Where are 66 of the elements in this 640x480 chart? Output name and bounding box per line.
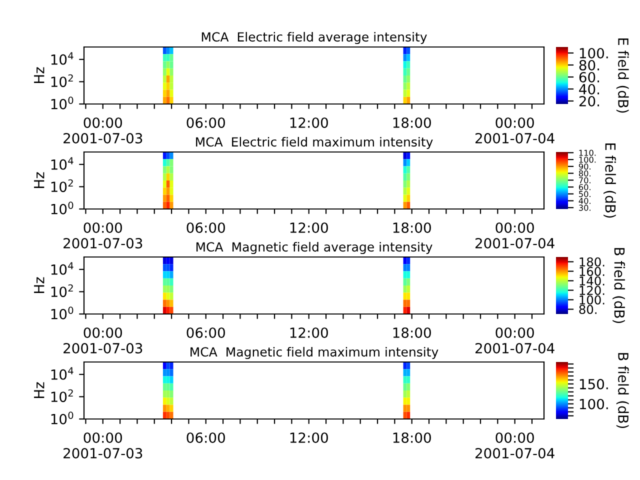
- y-tick-label: 10$^{2}$: [51, 179, 73, 192]
- chart-title: MCA Magnetic field average intensity: [196, 242, 432, 254]
- color-bar-label: 70.: [579, 177, 590, 184]
- chart-title: MCA Electric field average intensity: [202, 32, 427, 44]
- color-bar-title: B field (dB): [616, 353, 629, 428]
- x-tick-label: 12:00: [290, 432, 328, 443]
- x-tick-label: 12:00: [290, 327, 328, 338]
- x-tick-label: 12:00: [290, 117, 328, 128]
- x-tick-label: 06:00: [186, 117, 225, 128]
- x-tick-label: 00:00 2001-07-03: [64, 222, 142, 248]
- color-bar-label: 50.: [579, 190, 590, 198]
- x-tick-label: 12:00: [290, 222, 328, 233]
- y-tick-label: 10$^{2}$: [51, 284, 73, 298]
- chart-title: MCA Electric field maximum intensity: [196, 136, 433, 150]
- color-bar-label: 90.: [578, 163, 590, 170]
- y-tick-label: 10$^{0}$: [51, 202, 74, 214]
- y-tick-label: 10$^{0}$: [51, 306, 74, 320]
- x-tick-label: 18:00: [393, 432, 431, 443]
- y-tick-label: 10$^{4}$: [51, 52, 74, 65]
- color-bar-label: 120.: [580, 286, 604, 296]
- x-tick-label: 06:00: [186, 222, 225, 233]
- x-tick-label: 00:00 2001-07-04: [475, 117, 554, 144]
- color-bar-label: 80.: [579, 304, 596, 314]
- color-bar-label: 80.: [579, 60, 600, 70]
- color-bar-label: 100.: [579, 156, 596, 163]
- color-bar-title: B field (dB): [612, 248, 625, 324]
- color-bar-label: 110.: [579, 150, 596, 156]
- chart-title: MCA Magnetic field maximum intensity: [190, 346, 438, 360]
- color-bar-title: E field (dB): [616, 38, 629, 113]
- x-tick-label: 00:00 2001-07-03: [64, 432, 142, 458]
- x-tick-label: 18:00: [393, 117, 431, 128]
- color-bar-label: 180.: [580, 257, 604, 267]
- x-tick-label: 06:00: [186, 432, 225, 443]
- y-tick-label: 10$^{4}$: [51, 262, 74, 275]
- x-tick-label: 00:00 2001-07-03: [64, 117, 142, 144]
- color-bar-label: 100.: [580, 398, 608, 410]
- y-tick-label: 10$^{2}$: [51, 74, 73, 88]
- y-tick-label: 10$^{2}$: [51, 389, 73, 402]
- color-bar-label: 160.: [580, 266, 604, 276]
- x-tick-label: 00:00 2001-07-04: [475, 222, 554, 248]
- y-tick-label: 10$^{4}$: [51, 157, 74, 170]
- color-bar-title: E field (dB): [604, 143, 616, 218]
- color-bar-label: 100.: [580, 295, 604, 305]
- y-axis-title: Hz: [34, 172, 44, 188]
- color-bar-label: 40.: [579, 84, 600, 94]
- color-bar-label: 30.: [579, 204, 590, 211]
- y-tick-label: 10$^{4}$: [51, 367, 74, 380]
- color-bar-label: 60.: [579, 72, 600, 82]
- x-tick-label: 00:00 2001-07-04: [475, 432, 554, 458]
- y-tick-label: 10$^{0}$: [51, 96, 74, 110]
- x-tick-label: 00:00 2001-07-04: [475, 327, 554, 354]
- y-axis-title: Hz: [34, 277, 44, 294]
- y-axis-title: Hz: [34, 382, 44, 398]
- x-tick-label: 18:00: [393, 327, 431, 338]
- color-bar-label: 40.: [578, 198, 590, 204]
- y-tick-label: 10$^{0}$: [51, 412, 74, 424]
- x-tick-label: 00:00 2001-07-03: [64, 327, 142, 354]
- color-bar-label: 60.: [578, 184, 590, 190]
- x-tick-label: 06:00: [186, 327, 225, 338]
- color-bar-label: 140.: [580, 276, 604, 286]
- color-bar-label: 150.: [580, 378, 608, 390]
- color-bar-label: 20.: [579, 96, 600, 106]
- color-bar-label: 100.: [580, 48, 608, 58]
- x-tick-label: 18:00: [393, 222, 431, 233]
- y-axis-title: Hz: [34, 67, 44, 84]
- color-bar-label: 80.: [578, 170, 590, 176]
